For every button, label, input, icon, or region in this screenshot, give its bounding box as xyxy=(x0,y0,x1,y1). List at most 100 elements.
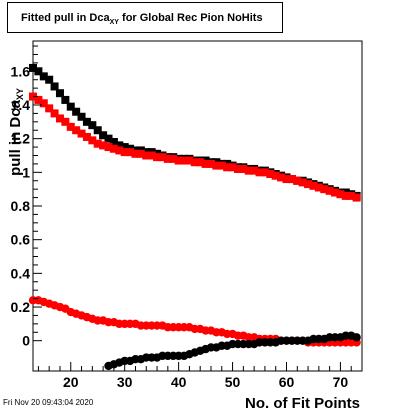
series-2-point xyxy=(217,161,226,170)
y-tick-label: 0.8 xyxy=(11,198,31,214)
series-2-point xyxy=(131,149,140,158)
series-2-point xyxy=(314,183,323,192)
y-tick-label: 1.4 xyxy=(11,97,31,113)
series-2-point xyxy=(266,170,275,179)
series-2-point xyxy=(206,159,215,168)
series-2-point xyxy=(271,171,280,180)
series-1-point xyxy=(109,138,118,147)
series-2-point xyxy=(325,186,334,195)
series-1-point xyxy=(77,112,86,121)
axes: 0 0.2 0.4 0.6 0.8 1 1.2 1.4 1.6 20 30 40 50 60 70 xyxy=(11,45,363,390)
series-2-point xyxy=(293,176,302,185)
series-2-point xyxy=(93,139,102,148)
series-2-point xyxy=(158,153,167,162)
x-tick-label: 40 xyxy=(171,374,187,390)
y-tick-label: 1.6 xyxy=(11,63,31,79)
series-2-point xyxy=(126,148,135,157)
series-1-point xyxy=(29,63,37,72)
series-2-point xyxy=(185,156,194,165)
series-2-point xyxy=(109,144,118,153)
series-2-point xyxy=(233,164,242,173)
series-2-point xyxy=(212,161,221,170)
series-4-point xyxy=(352,333,361,342)
series-2-point xyxy=(115,146,124,155)
series-1-point xyxy=(104,134,113,143)
series-2-point xyxy=(331,188,340,197)
series-2-point xyxy=(196,158,205,167)
series-2-point xyxy=(153,153,162,162)
series-2-point xyxy=(228,163,237,172)
series-2-point xyxy=(277,173,286,182)
y-tick-label: 1.2 xyxy=(11,131,31,147)
series-2-point xyxy=(347,191,356,200)
y-tick-label: 1 xyxy=(22,164,30,180)
y-tick-label: 0 xyxy=(22,333,30,349)
series-2-point xyxy=(34,95,43,104)
series-2-point xyxy=(142,151,151,160)
series-2-point xyxy=(45,104,54,113)
series-2-point xyxy=(55,114,64,123)
series-2-point xyxy=(244,166,253,175)
series-2-point xyxy=(163,154,172,163)
series-2-point xyxy=(190,158,199,167)
series-2-point xyxy=(260,168,269,177)
data-marks xyxy=(28,63,361,371)
series-2-point xyxy=(239,164,248,173)
series-2-point xyxy=(223,163,232,172)
series-2-point xyxy=(61,117,70,126)
series-1-point xyxy=(66,102,75,111)
series-2-point xyxy=(136,149,145,158)
series-1-point xyxy=(99,131,108,140)
series-2-point xyxy=(104,143,113,152)
chart-title: Fitted pull in DcaXY for Global Rec Pion… xyxy=(7,2,283,33)
series-2-point xyxy=(147,151,156,160)
series-1-point xyxy=(72,107,81,116)
plot-frame xyxy=(32,40,363,372)
series-2-point xyxy=(201,159,210,168)
series-2-point xyxy=(169,154,178,163)
series-1-point xyxy=(120,143,129,152)
series-2-point xyxy=(341,191,350,200)
series-2-point xyxy=(50,109,59,118)
x-tick-label: 50 xyxy=(225,374,241,390)
series-1-point xyxy=(55,89,64,98)
series-1-point xyxy=(93,126,102,135)
series-2-point xyxy=(72,126,81,135)
series-2-point xyxy=(120,148,129,157)
series-1-point xyxy=(115,141,124,150)
series-2-point xyxy=(82,132,91,141)
series-1-point xyxy=(39,72,48,81)
series-2-point xyxy=(304,180,313,189)
x-tick-label: 20 xyxy=(63,374,79,390)
series-2-point xyxy=(298,178,307,187)
series-1-point xyxy=(82,117,91,126)
series-2-point xyxy=(39,99,48,108)
y-tick-label: 0.6 xyxy=(11,232,31,248)
series-2-point xyxy=(174,156,183,165)
y-tick-label: 0.4 xyxy=(11,265,31,281)
series-1-point xyxy=(45,75,54,84)
series-2-point xyxy=(88,136,97,145)
series-2-point xyxy=(66,122,75,131)
series-2-point xyxy=(287,175,296,184)
series-2-point xyxy=(180,156,189,165)
series-2-point xyxy=(336,190,345,199)
series-2-point xyxy=(352,193,361,202)
series-2-point xyxy=(320,185,329,194)
series-2-point xyxy=(250,166,259,175)
series-1-point xyxy=(88,121,97,130)
series-1-point xyxy=(50,82,59,91)
chart-title-prefix: Fitted pull in Dca xyxy=(21,12,110,24)
x-axis-title: No. of Fit Points xyxy=(245,395,360,412)
series-2-point xyxy=(309,181,318,190)
x-tick-label: 60 xyxy=(279,374,295,390)
chart-title-subscript: XY xyxy=(109,19,119,26)
series-2-point xyxy=(99,141,108,150)
y-axis-title: pull in DcaXY xyxy=(7,88,25,176)
x-tick-label: 70 xyxy=(333,374,349,390)
x-tick-label: 30 xyxy=(117,374,133,390)
y-tick-label: 0.2 xyxy=(11,299,31,315)
series-1-point xyxy=(61,95,70,104)
chart-title-suffix: for Global Rec Pion NoHits xyxy=(118,12,263,24)
